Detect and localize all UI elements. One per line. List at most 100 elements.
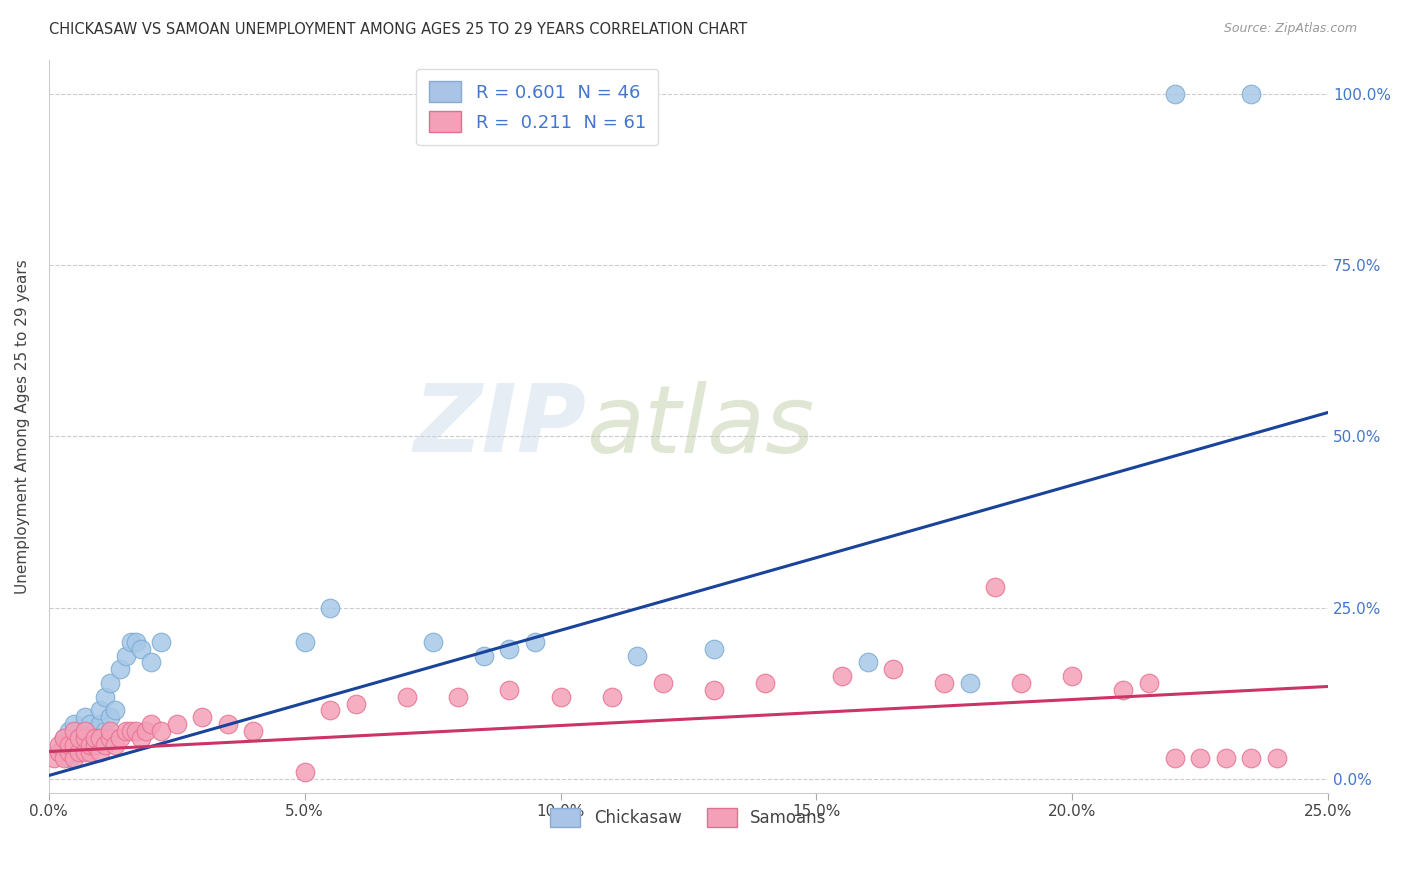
Point — [69, 745, 91, 759]
Point — [626, 648, 648, 663]
Point — [73, 724, 96, 739]
Point — [89, 745, 111, 759]
Point — [242, 724, 264, 739]
Point — [498, 641, 520, 656]
Point — [63, 724, 86, 739]
Point — [69, 731, 91, 745]
Point — [94, 690, 117, 704]
Point — [319, 600, 342, 615]
Point — [83, 738, 105, 752]
Point — [98, 676, 121, 690]
Point — [89, 703, 111, 717]
Point — [447, 690, 470, 704]
Point — [1010, 676, 1032, 690]
Point — [1240, 87, 1263, 101]
Point — [63, 731, 86, 745]
Point — [150, 724, 173, 739]
Point — [53, 731, 76, 745]
Point — [1240, 751, 1263, 765]
Point — [58, 738, 80, 752]
Point — [53, 751, 76, 765]
Point — [395, 690, 418, 704]
Point — [125, 724, 148, 739]
Point — [129, 641, 152, 656]
Point — [94, 724, 117, 739]
Point — [79, 717, 101, 731]
Point — [1112, 682, 1135, 697]
Point — [94, 738, 117, 752]
Point — [703, 641, 725, 656]
Point — [89, 731, 111, 745]
Point — [1215, 751, 1237, 765]
Point — [856, 656, 879, 670]
Point — [703, 682, 725, 697]
Legend: Chickasaw, Samoans: Chickasaw, Samoans — [543, 800, 835, 836]
Point — [984, 580, 1007, 594]
Point — [104, 703, 127, 717]
Point — [651, 676, 673, 690]
Point — [294, 765, 316, 780]
Point — [344, 697, 367, 711]
Point — [523, 635, 546, 649]
Point — [934, 676, 956, 690]
Point — [600, 690, 623, 704]
Point — [69, 731, 91, 745]
Point — [69, 745, 91, 759]
Point — [48, 738, 70, 752]
Point — [83, 731, 105, 745]
Point — [79, 731, 101, 745]
Point — [53, 738, 76, 752]
Point — [63, 738, 86, 752]
Point — [48, 745, 70, 759]
Point — [63, 745, 86, 759]
Point — [831, 669, 853, 683]
Point — [114, 648, 136, 663]
Point — [1163, 87, 1185, 101]
Point — [217, 717, 239, 731]
Point — [422, 635, 444, 649]
Point — [129, 731, 152, 745]
Point — [63, 717, 86, 731]
Point — [120, 724, 142, 739]
Point — [79, 738, 101, 752]
Point — [73, 738, 96, 752]
Text: CHICKASAW VS SAMOAN UNEMPLOYMENT AMONG AGES 25 TO 29 YEARS CORRELATION CHART: CHICKASAW VS SAMOAN UNEMPLOYMENT AMONG A… — [49, 22, 748, 37]
Point — [139, 656, 162, 670]
Point — [120, 635, 142, 649]
Point — [882, 662, 904, 676]
Point — [42, 751, 65, 765]
Point — [63, 751, 86, 765]
Text: Source: ZipAtlas.com: Source: ZipAtlas.com — [1223, 22, 1357, 36]
Point — [89, 717, 111, 731]
Point — [150, 635, 173, 649]
Text: ZIP: ZIP — [413, 380, 586, 472]
Point — [135, 724, 157, 739]
Point — [58, 745, 80, 759]
Point — [1062, 669, 1084, 683]
Point — [110, 662, 132, 676]
Point — [73, 710, 96, 724]
Point — [294, 635, 316, 649]
Point — [472, 648, 495, 663]
Point — [125, 635, 148, 649]
Point — [83, 738, 105, 752]
Point — [166, 717, 188, 731]
Point — [89, 731, 111, 745]
Point — [79, 745, 101, 759]
Point — [58, 738, 80, 752]
Point — [73, 731, 96, 745]
Point — [114, 724, 136, 739]
Point — [1189, 751, 1212, 765]
Point — [58, 751, 80, 765]
Point — [550, 690, 572, 704]
Y-axis label: Unemployment Among Ages 25 to 29 years: Unemployment Among Ages 25 to 29 years — [15, 259, 30, 593]
Text: atlas: atlas — [586, 381, 814, 472]
Point — [139, 717, 162, 731]
Point — [1265, 751, 1288, 765]
Point — [1137, 676, 1160, 690]
Point — [73, 745, 96, 759]
Point — [69, 724, 91, 739]
Point — [319, 703, 342, 717]
Point — [1163, 751, 1185, 765]
Point — [48, 745, 70, 759]
